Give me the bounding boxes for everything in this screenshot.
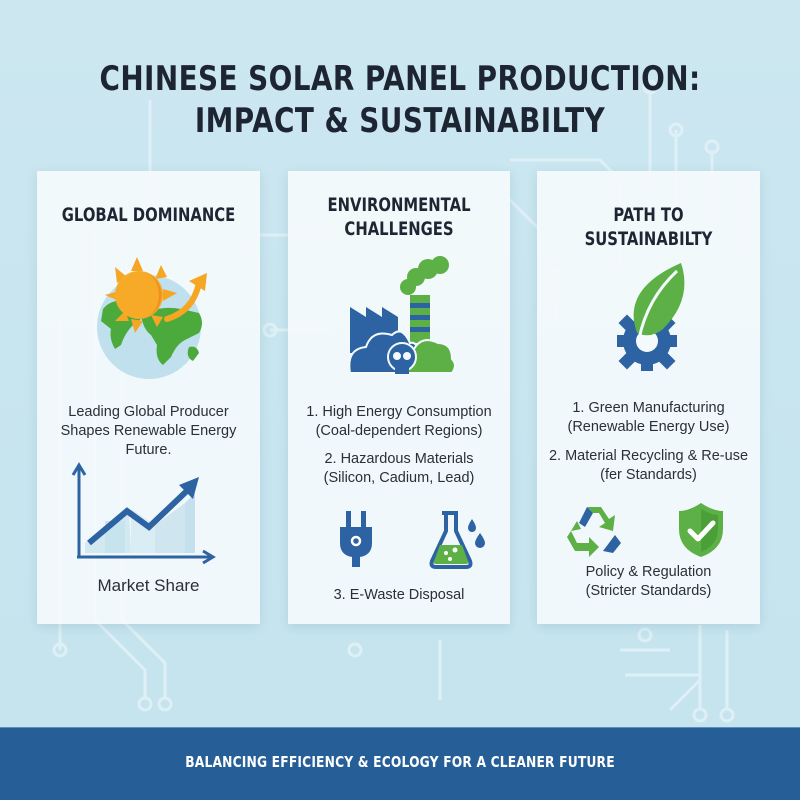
factory-pollution-icon — [348, 256, 456, 374]
leaf-gear-icon — [617, 263, 685, 371]
title-line-2: IMPACT & SUSTAINABILTY — [194, 101, 606, 141]
panel-title: ENVIRONMENTAL CHALLENGES — [327, 194, 471, 240]
sustainability-item-2: 2. Material Recycling & Re-use (fer Stan… — [548, 448, 749, 483]
rising-line-chart-icon — [71, 462, 216, 565]
title-line-1: CHINESE SOLAR PANEL PRODUCTION: — [99, 59, 701, 99]
challenge-item-2: 2. Hazardous Materials (Silicon, Cadium,… — [323, 451, 475, 486]
sustainability-item-1: 1. Green Manufacturing (Renewable Energy… — [567, 400, 730, 435]
panel-environmental-challenges: ENVIRONMENTAL CHALLENGES 1. High Energy … — [288, 171, 510, 624]
shield-check-icon — [679, 503, 723, 557]
challenge-item-1: 1. High Energy Consumption (Coal-depende… — [306, 404, 492, 439]
challenge-item-3: 3. E-Waste Disposal — [333, 587, 465, 603]
footer-tagline: BALANCING EFFICIENCY & ECOLOGY FOR A CLE… — [185, 753, 615, 771]
plug-icon — [340, 511, 372, 567]
recycle-icon — [567, 507, 621, 557]
globe-sun-icon — [97, 257, 207, 379]
panel-title: PATH TO SUSTAINABILTY — [584, 204, 713, 250]
panel-path-to-sustainability: PATH TO SUSTAINABILTY 1. Green Manufactu… — [537, 171, 760, 624]
panel-description: Leading Global Producer Shapes Renewable… — [60, 404, 237, 458]
footer-banner: BALANCING EFFICIENCY & ECOLOGY FOR A CLE… — [0, 727, 800, 800]
page-title: CHINESE SOLAR PANEL PRODUCTION: IMPACT &… — [72, 58, 728, 142]
chart-label: Market Share — [97, 576, 200, 595]
panel-title: GLOBAL DOMINANCE — [61, 204, 236, 226]
panel-global-dominance: GLOBAL DOMINANCE Leading Global Producer… — [37, 171, 260, 624]
flask-icon — [429, 511, 485, 569]
sustainability-item-3: Policy & Regulation (Stricter Standards) — [585, 564, 712, 599]
